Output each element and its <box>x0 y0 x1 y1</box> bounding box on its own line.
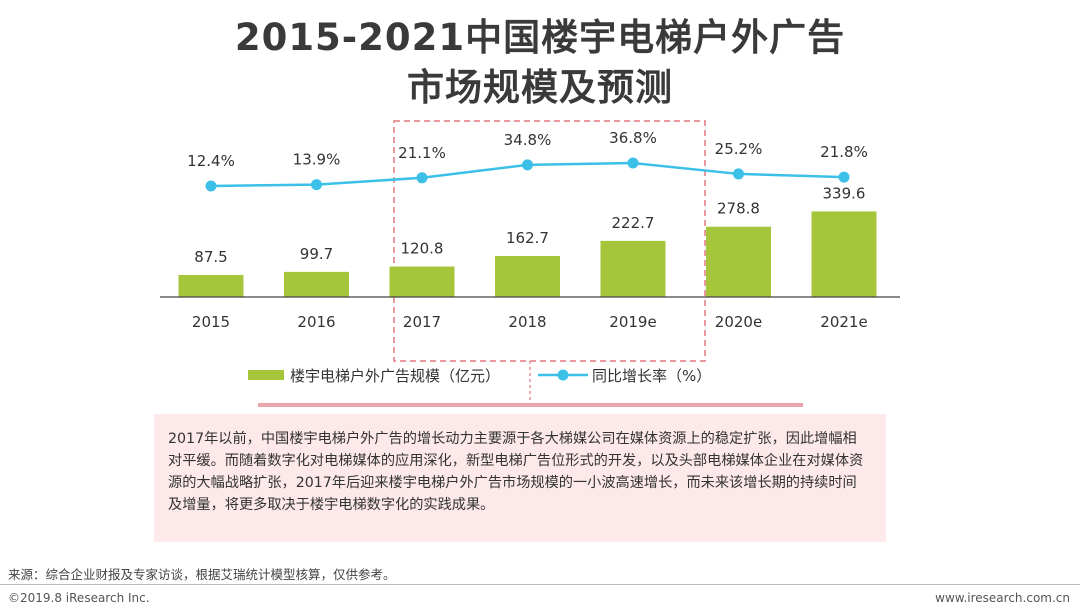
growth-point-2020e <box>733 168 744 180</box>
bar-label-2019e: 222.7 <box>612 214 655 232</box>
bar-label-2015: 87.5 <box>194 248 227 266</box>
legend-line-marker <box>557 369 569 381</box>
x-tick-label-2016: 2016 <box>297 313 335 331</box>
growth-label-2015: 12.4% <box>187 152 235 170</box>
growth-point-2019e <box>627 157 639 169</box>
bar-2019e <box>600 240 666 297</box>
bar-label-2018: 162.7 <box>506 229 549 247</box>
bar-2015 <box>178 274 244 297</box>
highlight-box <box>393 120 706 362</box>
bar-label-2021e: 339.6 <box>823 184 866 202</box>
legend-bar-label: 楼宇电梯户外广告规模（亿元） <box>290 367 500 385</box>
growth-label-2021e: 21.8% <box>820 143 868 161</box>
bar-2016 <box>284 271 349 297</box>
growth-label-2020e: 25.2% <box>715 140 763 158</box>
description-text: 2017年以前，中国楼宇电梯户外广告的增长动力主要源于各大梯媒公司在媒体资源上的… <box>168 431 864 513</box>
source-note: 来源：综合企业财报及专家访谈，根据艾瑞统计模型核算，仅供参考。 <box>8 567 396 582</box>
chart-title-line2: 市场规模及预测 <box>407 66 673 109</box>
bar-2017 <box>389 266 455 297</box>
x-tick-label-2020e: 2020e <box>715 313 762 331</box>
footer-divider <box>0 584 1080 585</box>
x-tick-label-2021e: 2021e <box>820 313 867 331</box>
growth-label-2019e: 36.8% <box>609 129 657 147</box>
combo-chart: 87.5 99.7 120.8 162.7 222.7 278.8 339.6 2015 201… <box>160 120 900 406</box>
bar-2020e <box>706 226 771 297</box>
bar-label-2020e: 278.8 <box>717 200 760 218</box>
bar-2021e <box>811 211 877 297</box>
growth-point-2021e <box>838 171 850 183</box>
description-box: 2017年以前，中国楼宇电梯户外广告的增长动力主要源于各大梯媒公司在媒体资源上的… <box>154 414 886 542</box>
growth-point-2015 <box>205 180 217 192</box>
chart-title-line1: 2015-2021中国楼宇电梯户外广告 <box>234 16 846 59</box>
growth-label-2018: 34.8% <box>504 131 552 149</box>
description-accent-bar <box>258 403 803 407</box>
legend-line-label: 同比增长率（%） <box>592 367 711 385</box>
bar-label-2017: 120.8 <box>401 240 444 258</box>
x-tick-label-2015: 2015 <box>192 313 230 331</box>
bar-2018 <box>495 255 560 297</box>
growth-label-2016: 13.9% <box>293 151 341 169</box>
growth-point-2016 <box>311 179 322 191</box>
growth-label-2017: 21.1% <box>398 144 446 162</box>
x-tick-label-2019e: 2019e <box>609 313 656 331</box>
legend-bar-swatch <box>248 370 284 380</box>
website-link[interactable]: www.iresearch.com.cn <box>935 591 1070 605</box>
bar-label-2016: 99.7 <box>300 245 333 263</box>
x-tick-label-2018: 2018 <box>508 313 546 331</box>
x-tick-label-2017: 2017 <box>403 313 441 331</box>
copyright: ©2019.8 iResearch Inc. <box>8 591 150 605</box>
growth-point-2017 <box>416 172 428 184</box>
growth-point-2018 <box>522 159 533 171</box>
